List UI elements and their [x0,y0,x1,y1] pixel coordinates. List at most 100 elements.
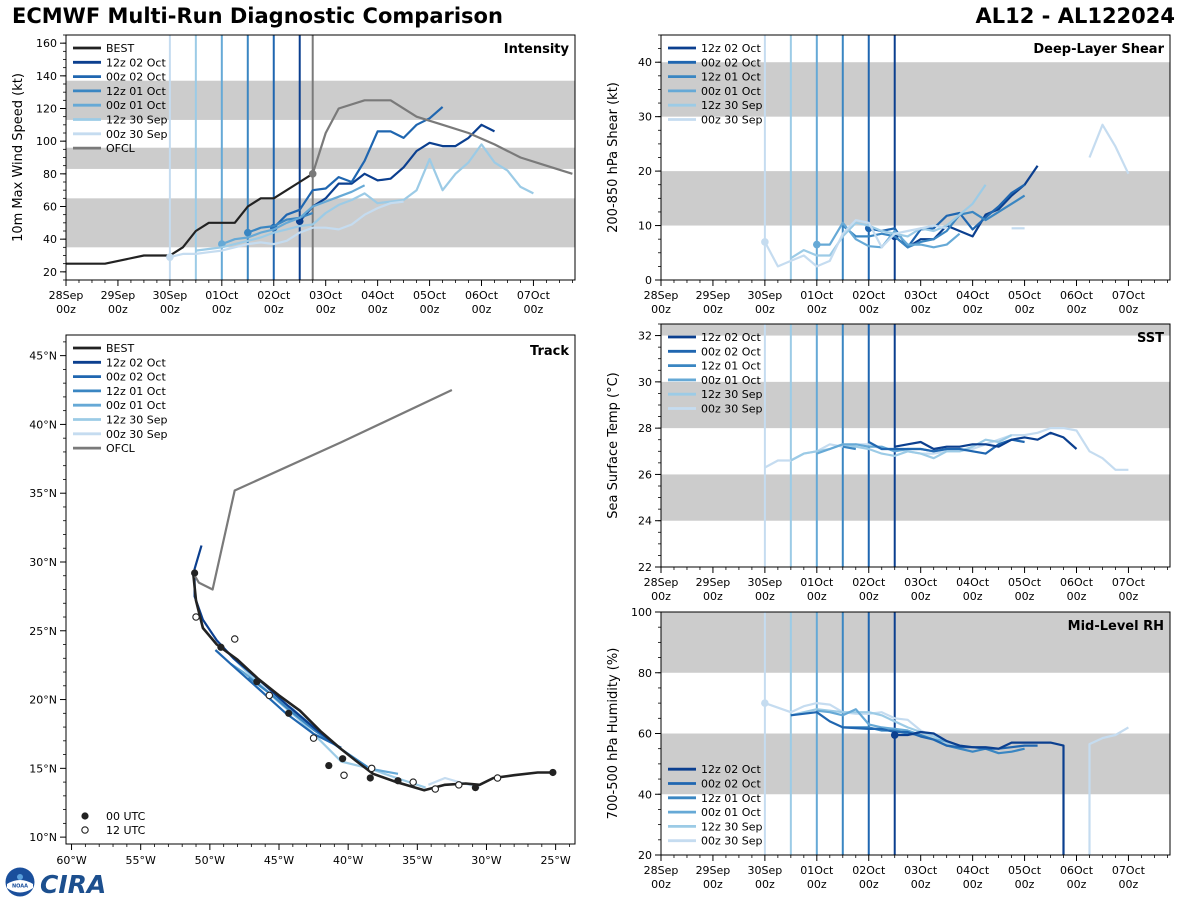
sst-title: SST [1137,331,1164,346]
rh-series-12z-02-oct-6 [894,730,1065,855]
intensity-init-marker-00z-30-sep-6 [166,253,174,261]
sst-ytick-label: 24 [638,515,652,528]
sst-xtick-label-hour: 00z [1119,590,1139,603]
rh-xtick-label-date: 30Sep [748,864,783,877]
shear-xtick-label-hour: 00z [703,303,723,316]
track-ytick-label: 45°N [29,350,57,363]
sst-legend-label-12z-30-sep: 12z 30 Sep [701,388,763,401]
shear-xtick-label-hour: 00z [1119,303,1139,316]
intensity-init-marker-12z-01-oct-3 [243,228,252,237]
track-line-best [191,572,553,792]
rh-plot-area [661,612,1170,855]
sst-ytick-label: 28 [638,422,652,435]
shear-series-12z-01-oct-2 [842,194,1026,249]
cira-wordmark: CIRA [40,870,106,898]
shear-plot-area [661,35,1170,280]
rh-ytick-label: 40 [638,788,652,801]
intensity-xtick-label-date: 02Oct [257,289,291,302]
sst-ytick-label: 22 [638,561,652,574]
track-xtick-label: 60°W [56,854,86,867]
track-legend-label-12z-30-sep: 12z 30 Sep [106,414,168,427]
shear-ytick-label: 10 [638,220,652,233]
shear-legend-label-12z-02-oct: 12z 02 Oct [701,42,761,55]
track-point-00utc [325,761,333,770]
shear-init-marker-00z-01-oct-3 [813,240,821,249]
sst-xtick-label-date: 30Sep [748,576,783,589]
track-line-00z-02-oct [214,649,342,749]
sst-xtick-label-hour: 00z [755,590,775,603]
track-ytick-label: 25°N [29,625,57,638]
rh-legend-label-00z-01-oct: 00z 01 Oct [701,806,761,819]
track-xtick-label: 55°W [126,854,156,867]
sst-ytick-label: 30 [638,376,652,389]
sst-xtick-label-hour: 00z [807,590,827,603]
shear-xtick-label-date: 04Oct [956,289,990,302]
shear-xtick-label-hour: 00z [807,303,827,316]
sst-ytick-label: 32 [638,330,652,343]
shear-ytick-label: 0 [645,274,652,287]
track-legend-dot-00utc [81,812,89,820]
intensity-xtick-label-date: 28Sep [49,289,84,302]
rh-xtick-label-date: 02Oct [852,864,886,877]
sst-xtick-label-date: 07Oct [1112,576,1146,589]
track-point-12utc [340,771,348,779]
track-title: Track [530,344,569,359]
intensity-band-0 [66,198,575,248]
intensity-xtick-label-hour: 00z [472,303,492,316]
noaa-emblem-text: NOAA [12,884,28,890]
track-legend-label-00z-30-sep: 00z 30 Sep [106,428,168,441]
rh-init-marker-00z-30-sep-0 [761,699,769,707]
track-point-00utc [253,678,261,686]
sst-xtick-label-date: 02Oct [852,576,886,589]
sst-series-12z-01-oct-3 [842,445,856,451]
intensity-ytick-label: 100 [36,135,57,148]
intensity-xtick-label-hour: 00z [108,303,128,316]
sst-ylabel: Sea Surface Temp (°C) [606,372,621,519]
sst-band-0 [661,474,1170,521]
shear-xtick-label-date: 05Oct [1008,289,1042,302]
intensity-xtick-label-hour: 00z [212,303,232,316]
rh-panel: 28Sep00z29Sep00z30Sep00z01Oct00z02Oct00z… [606,606,1171,891]
track-xtick-label: 35°W [402,854,432,867]
rh-legend-label-12z-30-sep: 12z 30 Sep [701,820,763,833]
intensity-series-ofcl-7 [311,99,573,175]
rh-xtick-label-hour: 00z [651,878,671,891]
rh-xtick-label-hour: 00z [755,878,775,891]
shear-xtick-label-hour: 00z [859,303,879,316]
track-point-12utc [265,691,274,700]
sst-xtick-label-date: 04Oct [956,576,990,589]
intensity-series-12z-30-sep-5 [195,143,534,252]
intensity-init-marker-ofcl-7 [308,170,317,178]
shear-panel: 28Sep00z29Sep00z30Sep00z01Oct00z02Oct00z… [606,34,1171,316]
intensity-ytick-label: 80 [43,168,57,181]
sst-xtick-label-hour: 00z [963,590,983,603]
intensity-legend-label-12z-30-sep: 12z 30 Sep [106,114,168,127]
rh-legend-label-12z-01-oct: 12z 01 Oct [701,792,761,805]
track-point-12utc [367,764,376,773]
intensity-ytick-label: 60 [43,201,57,214]
track-ytick-label: 40°N [29,418,57,431]
rh-xtick-label-hour: 00z [807,878,827,891]
rh-xtick-label-hour: 00z [911,878,931,891]
track-point-12utc [493,774,502,782]
rh-ytick-label: 80 [638,667,652,680]
intensity-xtick-label-hour: 00z [420,303,440,316]
sst-xtick-label-date: 06Oct [1060,576,1094,589]
track-legend-label-12utc: 12 UTC [106,824,146,837]
track-plot-area [191,389,557,793]
intensity-ytick-label: 140 [36,70,57,83]
sst-legend-label-00z-30-sep: 00z 30 Sep [701,403,763,416]
rh-xtick-label-date: 07Oct [1112,864,1146,877]
intensity-xtick-label-date: 05Oct [413,289,447,302]
shear-xtick-label-date: 07Oct [1112,289,1146,302]
shear-init-marker-00z-30-sep-5 [761,238,769,246]
intensity-xtick-label-date: 01Oct [205,289,239,302]
intensity-xtick-label-hour: 00z [160,303,180,316]
intensity-panel: 28Sep00z29Sep00z30Sep00z01Oct00z02Oct00z… [11,34,576,316]
track-legend-label-00utc: 00 UTC [106,810,146,823]
rh-xtick-label-hour: 00z [1119,878,1139,891]
rh-title: Mid-Level RH [1068,619,1164,634]
intensity-ytick-label: 120 [36,103,57,116]
track-legend-label-best: BEST [106,342,134,355]
sst-series-00z-02-oct-4 [868,438,1025,455]
